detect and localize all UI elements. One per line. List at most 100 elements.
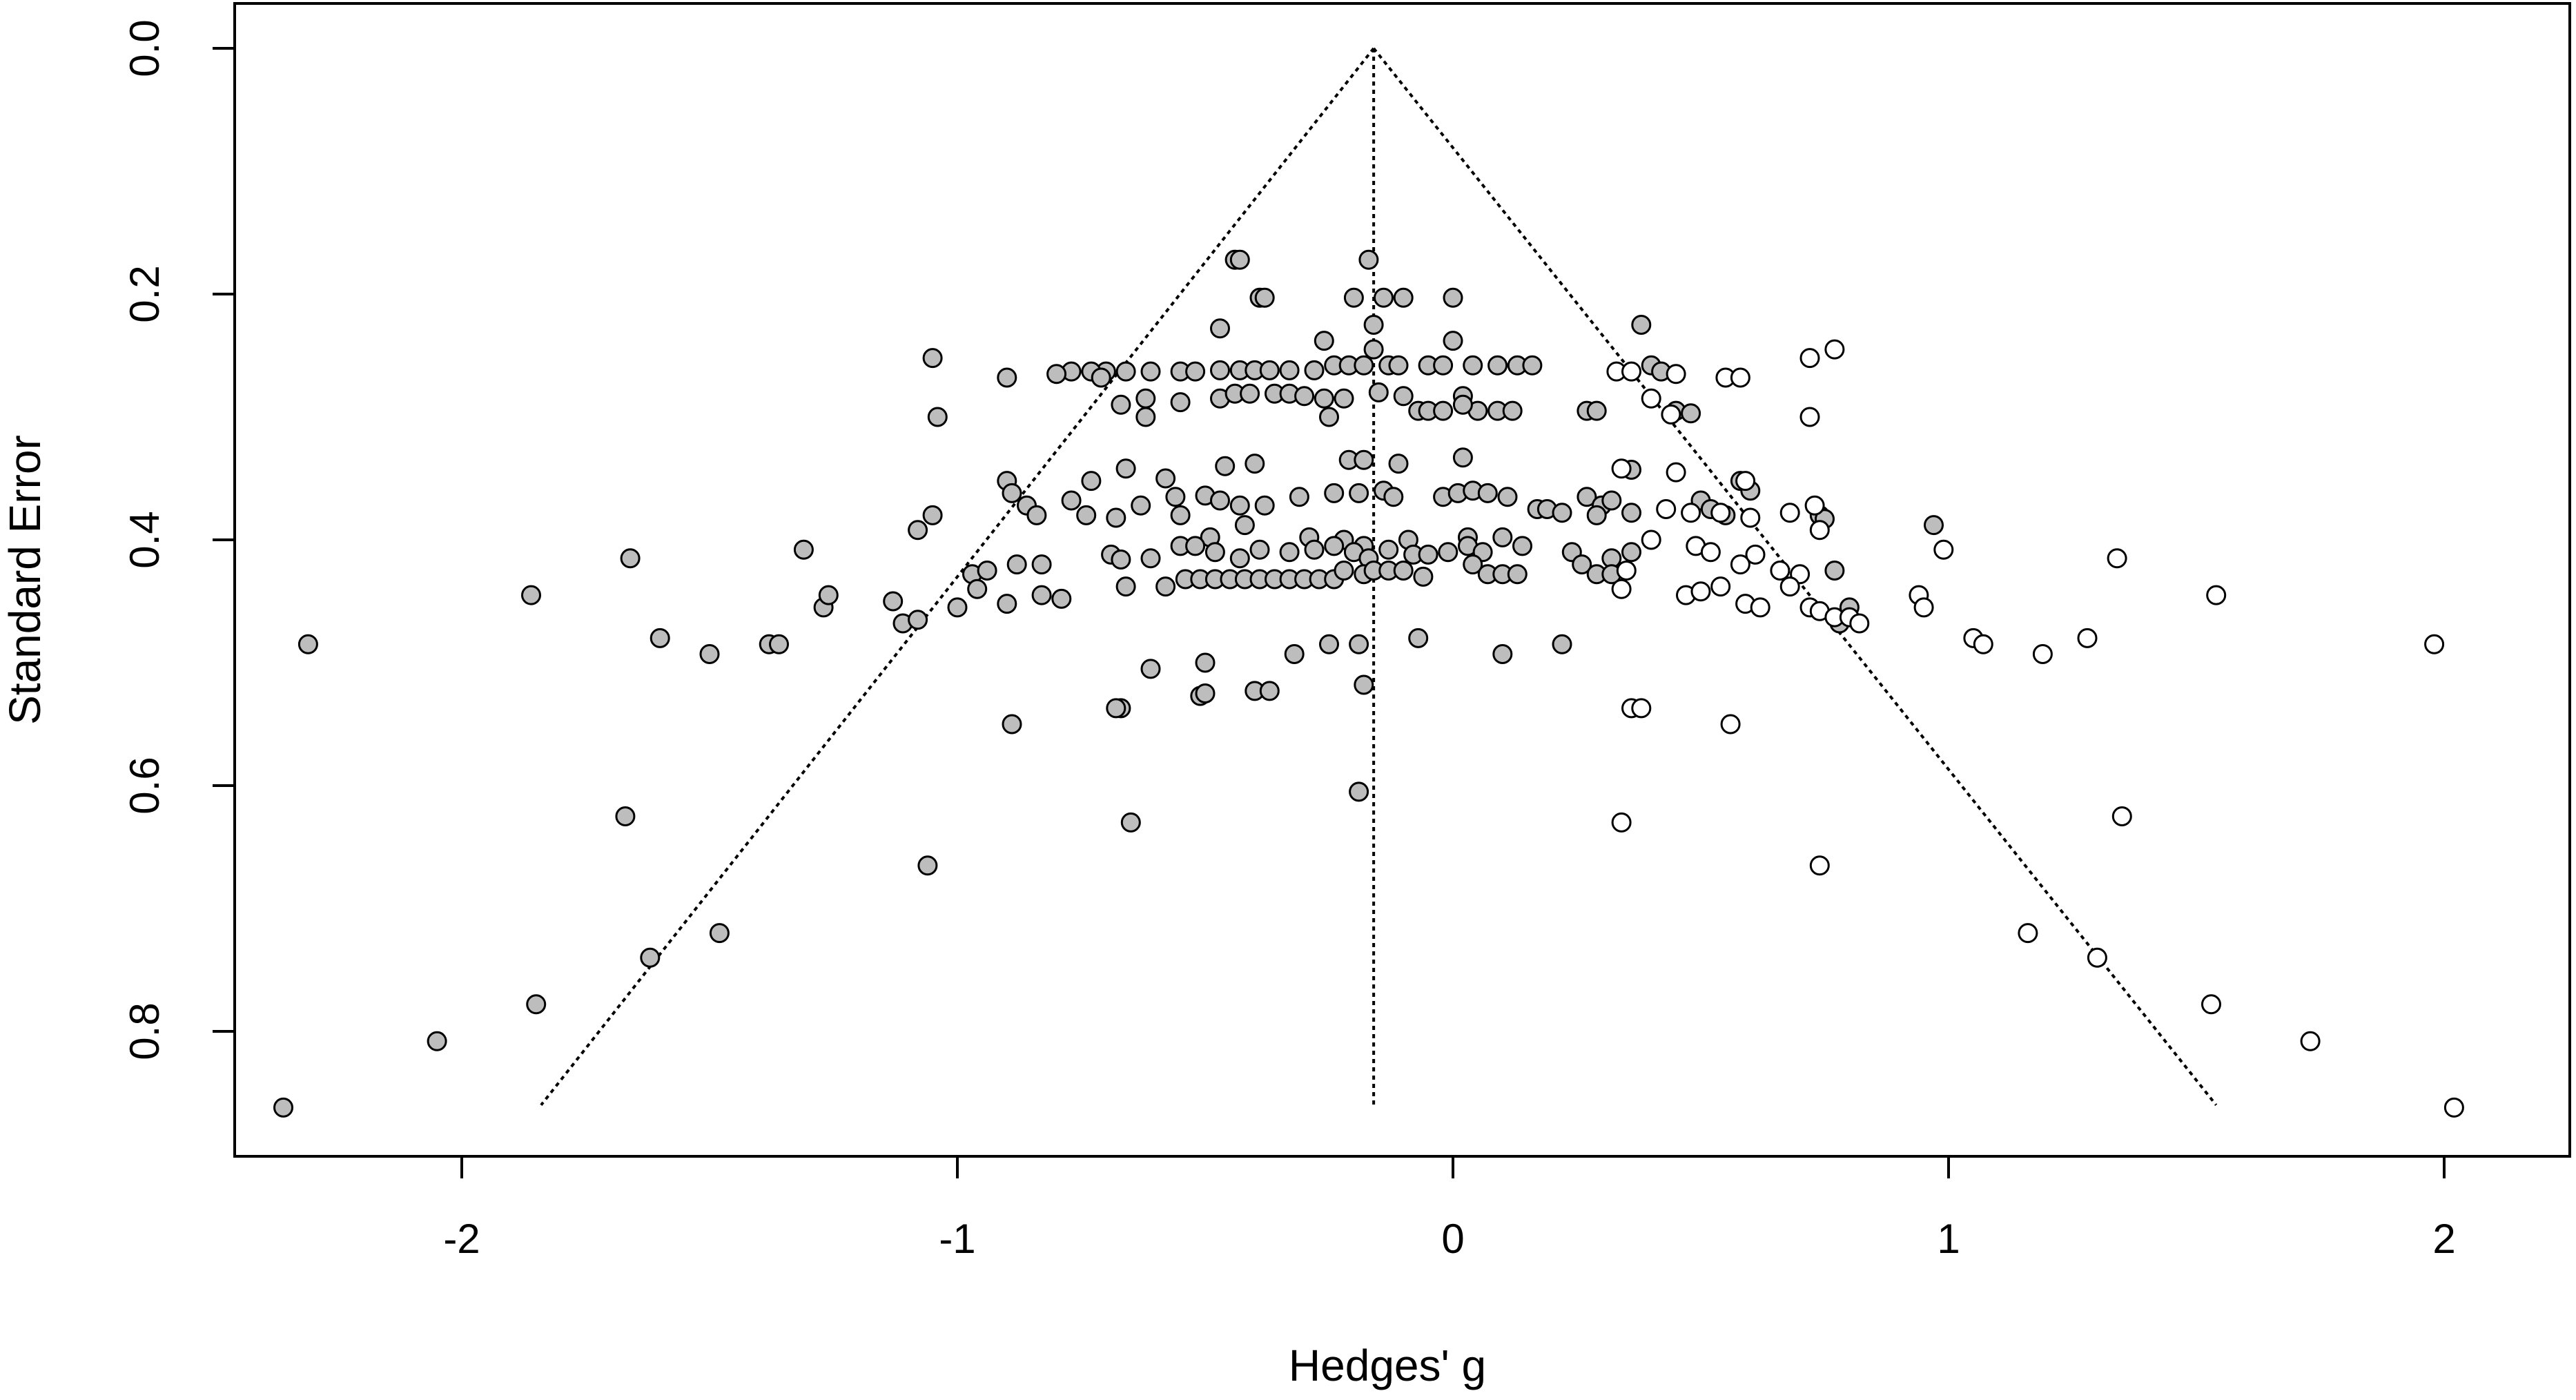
funnel-right-line bbox=[1372, 47, 2218, 1107]
imputed-study-point bbox=[1720, 714, 1741, 735]
imputed-study-point bbox=[1631, 698, 1652, 719]
observed-study-point bbox=[1349, 781, 1369, 802]
imputed-study-point bbox=[2300, 1031, 2321, 1051]
observed-study-point bbox=[1354, 355, 1374, 376]
observed-study-point bbox=[1140, 659, 1161, 679]
observed-study-point bbox=[1115, 458, 1136, 479]
observed-study-point bbox=[1621, 542, 1641, 563]
observed-study-point bbox=[1349, 634, 1369, 654]
observed-study-point bbox=[427, 1031, 447, 1051]
imputed-study-point bbox=[1824, 339, 1845, 360]
observed-study-point bbox=[1051, 588, 1072, 609]
imputed-study-point bbox=[1740, 507, 1761, 528]
imputed-study-point bbox=[1809, 520, 1830, 541]
imputed-study-point bbox=[1710, 503, 1731, 523]
observed-study-point bbox=[1452, 394, 1473, 415]
x-tick-label: -2 bbox=[443, 1216, 480, 1262]
observed-study-point bbox=[1111, 394, 1131, 415]
observed-study-point bbox=[1601, 490, 1622, 511]
observed-study-point bbox=[1374, 287, 1394, 308]
observed-study-point bbox=[1215, 456, 1236, 476]
observed-study-point bbox=[1349, 483, 1369, 503]
imputed-study-point bbox=[1779, 503, 1800, 523]
imputed-study-point bbox=[2087, 947, 2107, 968]
observed-study-point bbox=[1061, 490, 1082, 511]
imputed-study-point bbox=[1804, 495, 1825, 516]
observed-study-point bbox=[1497, 487, 1518, 507]
imputed-study-point bbox=[2107, 548, 2127, 569]
observed-study-point bbox=[1135, 388, 1156, 409]
observed-study-point bbox=[1631, 315, 1652, 335]
observed-study-point bbox=[977, 561, 997, 581]
observed-study-point bbox=[1031, 554, 1052, 575]
observed-study-point bbox=[709, 923, 730, 944]
observed-study-point bbox=[1408, 628, 1429, 648]
observed-study-point bbox=[1586, 505, 1607, 525]
observed-study-point bbox=[1522, 355, 1543, 376]
observed-study-point bbox=[1924, 515, 1944, 536]
observed-study-point bbox=[1002, 714, 1022, 735]
y-axis: 0.0 0.2 0.4 0.6 0.8 bbox=[121, 19, 236, 1060]
observed-study-point bbox=[1304, 539, 1325, 560]
observed-study-point bbox=[1165, 487, 1186, 507]
observed-study-point bbox=[1314, 331, 1334, 351]
imputed-study-point bbox=[1690, 581, 1711, 602]
observed-study-point bbox=[1185, 361, 1206, 382]
observed-study-point bbox=[922, 505, 943, 525]
observed-study-point bbox=[1324, 483, 1345, 503]
imputed-study-point bbox=[1656, 499, 1677, 519]
y-tick-label: 0.0 bbox=[121, 19, 168, 77]
observed-study-point bbox=[1140, 548, 1161, 569]
x-tick-label: 2 bbox=[2432, 1216, 2455, 1262]
observed-study-point bbox=[1358, 249, 1379, 270]
funnel-left-line bbox=[540, 47, 1375, 1107]
imputed-study-point bbox=[1849, 613, 1870, 634]
observed-study-point bbox=[526, 994, 547, 1015]
observed-study-point bbox=[1343, 287, 1364, 308]
imputed-study-point bbox=[1735, 471, 1756, 492]
imputed-study-point bbox=[2111, 806, 2132, 826]
imputed-study-point bbox=[2032, 644, 2053, 664]
imputed-study-point bbox=[1681, 503, 1701, 523]
observed-study-point bbox=[997, 367, 1017, 388]
observed-study-point bbox=[1443, 287, 1463, 308]
observed-study-point bbox=[640, 947, 661, 968]
observed-study-point bbox=[1279, 360, 1300, 380]
observed-study-point bbox=[908, 520, 928, 541]
observed-study-point bbox=[1135, 407, 1156, 427]
observed-study-point bbox=[917, 855, 938, 876]
observed-study-point bbox=[1354, 449, 1374, 470]
observed-study-point bbox=[1131, 495, 1151, 516]
observed-study-point bbox=[1091, 367, 1111, 388]
observed-study-point bbox=[1502, 400, 1523, 421]
imputed-study-point bbox=[1933, 539, 1954, 560]
imputed-study-point bbox=[1770, 561, 1790, 581]
imputed-study-point bbox=[2077, 628, 2098, 648]
observed-study-point bbox=[1507, 564, 1528, 585]
observed-study-point bbox=[1294, 386, 1315, 407]
imputed-study-point bbox=[1611, 458, 1632, 479]
imputed-study-point bbox=[1641, 388, 1661, 409]
y-tick-label: 0.6 bbox=[121, 757, 168, 814]
y-tick-label: 0.2 bbox=[121, 265, 168, 322]
observed-study-point bbox=[1354, 674, 1374, 695]
y-tick-label: 0.8 bbox=[121, 1002, 168, 1060]
observed-study-point bbox=[1681, 403, 1701, 424]
observed-study-point bbox=[699, 644, 720, 664]
observed-study-point bbox=[1229, 249, 1250, 270]
observed-study-point bbox=[1195, 652, 1216, 673]
imputed-study-point bbox=[1621, 361, 1641, 382]
observed-study-point bbox=[1393, 287, 1414, 308]
imputed-study-point bbox=[1611, 812, 1632, 833]
observed-study-point bbox=[1443, 331, 1463, 351]
observed-study-point bbox=[1393, 561, 1414, 581]
observed-study-point bbox=[1210, 318, 1230, 339]
observed-study-point bbox=[1433, 355, 1454, 376]
imputed-study-point bbox=[1611, 579, 1632, 599]
x-tick-label: -1 bbox=[939, 1216, 975, 1262]
observed-study-point bbox=[1363, 339, 1384, 360]
observed-study-point bbox=[1170, 392, 1191, 413]
observed-study-point bbox=[1249, 539, 1270, 560]
observed-study-point bbox=[1586, 400, 1607, 421]
